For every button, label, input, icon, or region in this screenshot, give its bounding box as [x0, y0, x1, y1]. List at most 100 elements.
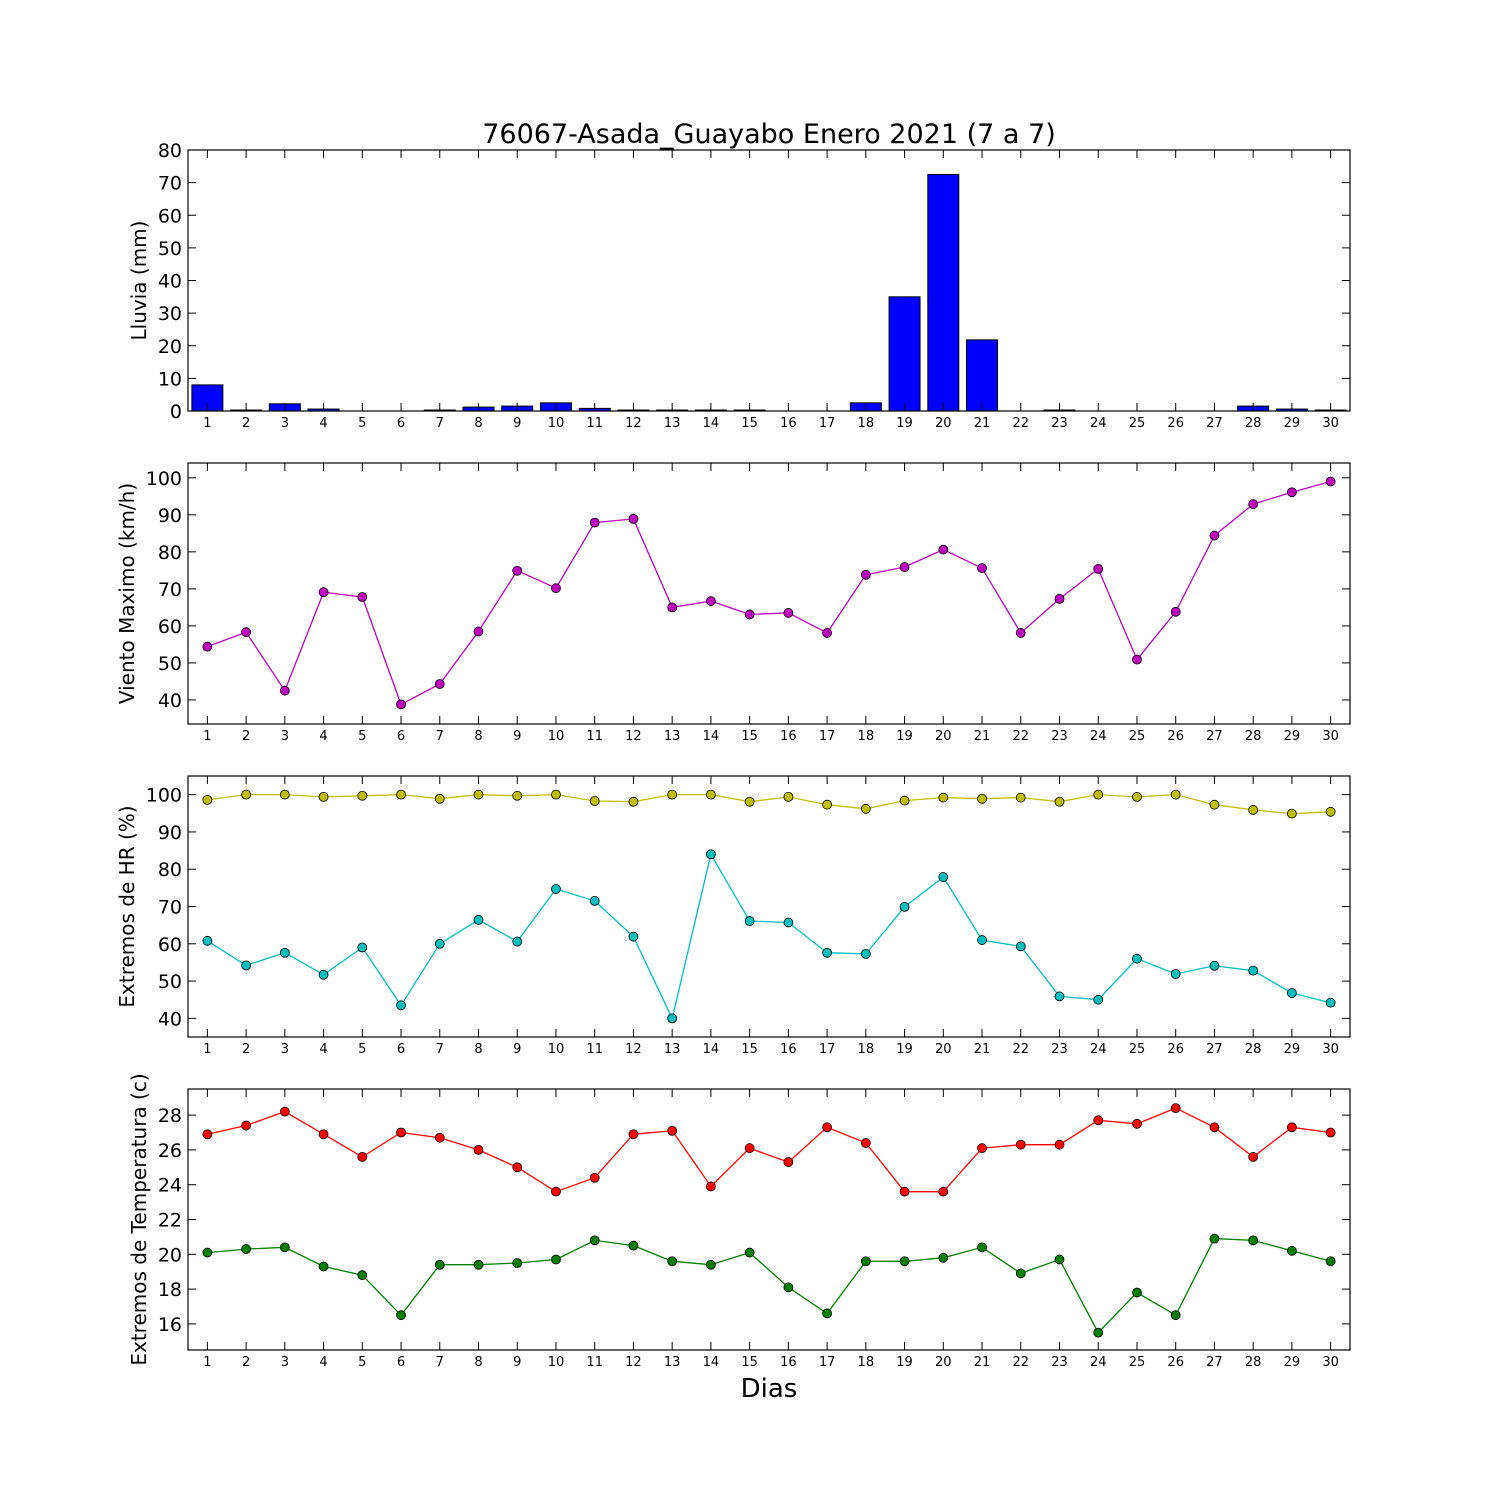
temperature-ytick-label: 22	[158, 1210, 182, 1232]
rain-xtick-label: 3	[281, 416, 289, 431]
temp-min-point-29	[1287, 1245, 1297, 1256]
hr-min-point-1	[202, 935, 213, 946]
wind-xtick-label: 8	[474, 729, 482, 744]
temperature-xtick-label: 22	[1012, 1355, 1029, 1370]
temp-max-point-3	[279, 1106, 290, 1117]
temp-max-point-17	[822, 1122, 832, 1133]
humidity-ytick-label: 40	[158, 1008, 182, 1030]
temp-min-point-28	[1248, 1235, 1259, 1246]
temp-max-point-4	[318, 1129, 329, 1140]
wind-point-12	[628, 514, 639, 524]
temp-min-point-25	[1132, 1287, 1142, 1298]
humidity-xtick-label: 18	[858, 1042, 875, 1057]
temp-max-point-8	[473, 1145, 484, 1155]
hr-min-point-14	[706, 849, 716, 860]
humidity-xtick-label: 1	[203, 1042, 211, 1057]
temp-min-point-3	[279, 1242, 290, 1253]
wind-xtick-label: 10	[548, 729, 565, 744]
temp-min-point-27	[1209, 1233, 1220, 1244]
wind-ytick-label: 40	[158, 690, 182, 712]
temp-min-point-1	[202, 1247, 213, 1258]
temperature-ytick-label: 26	[158, 1140, 182, 1162]
temp-max-point-1	[202, 1129, 213, 1140]
humidity-ytick-label: 70	[158, 897, 182, 919]
humidity-xtick-label: 16	[780, 1042, 797, 1057]
humidity-xtick-label: 6	[397, 1042, 405, 1057]
hr-max-point-24	[1093, 789, 1104, 800]
hr-min-point-4	[318, 969, 329, 980]
humidity-xtick-label: 11	[586, 1042, 603, 1057]
wind-xtick-label: 3	[281, 729, 289, 744]
temp-min-point-14	[706, 1259, 716, 1270]
rain-xtick-label: 2	[242, 416, 250, 431]
wind-point-14	[706, 596, 716, 606]
rain-xtick-label: 6	[397, 416, 405, 431]
hr-max-point-8	[473, 789, 484, 800]
temp-max-point-5	[357, 1151, 368, 1162]
rain-xtick-label: 11	[586, 416, 603, 431]
wind-point-21	[977, 563, 987, 574]
wind-point-7	[434, 679, 445, 689]
wind-point-5	[357, 592, 368, 602]
wind-point-1	[202, 641, 213, 652]
temp-max-point-16	[783, 1157, 794, 1167]
humidity-xtick-label: 12	[625, 1042, 642, 1057]
hr-min-point-20	[938, 872, 949, 882]
temp-max-point-15	[744, 1143, 755, 1154]
hr-min-point-18	[860, 948, 871, 959]
hr-max-point-22	[1015, 792, 1026, 803]
wind-point-28	[1248, 499, 1259, 509]
wind-point-4	[318, 587, 329, 598]
hr-max-point-28	[1248, 805, 1259, 815]
temperature-xtick-label: 21	[974, 1355, 991, 1370]
temp-min-point-7	[434, 1259, 445, 1270]
wind-ytick-label: 60	[158, 616, 182, 638]
hr-max-point-23	[1054, 796, 1065, 807]
hr-min-point-29	[1287, 988, 1297, 998]
temp-min-point-16	[783, 1282, 794, 1293]
humidity-xtick-label: 21	[974, 1042, 991, 1057]
temp-min-point-21	[977, 1242, 987, 1253]
wind-point-23	[1054, 593, 1065, 604]
rain-ytick-label: 60	[158, 205, 182, 227]
temp-min-point-8	[473, 1259, 484, 1270]
temp-max-point-12	[628, 1129, 639, 1140]
wind-xtick-label: 27	[1206, 729, 1223, 744]
rain-xtick-label: 19	[896, 416, 913, 431]
humidity-xtick-label: 9	[513, 1042, 521, 1057]
temperature-panel: Extremos de Temperatura (c) 161820222426…	[127, 1073, 1351, 1370]
temp-max-point-13	[667, 1125, 678, 1136]
hr-min-point-2	[241, 960, 252, 971]
hr-max-line	[207, 793, 1331, 815]
temp-max-point-14	[706, 1181, 716, 1192]
temp-max-point-7	[434, 1132, 445, 1143]
chart-title: 76067-Asada_Guayabo Enero 2021 (7 a 7)	[482, 119, 1055, 150]
temp-max-point-11	[589, 1172, 600, 1183]
hr-min-line	[207, 852, 1331, 1021]
hr-max-point-30	[1325, 806, 1336, 817]
rain-xtick-label: 28	[1245, 416, 1262, 431]
temp-min-point-22	[1015, 1268, 1026, 1279]
temp-min-point-20	[938, 1252, 949, 1263]
temperature-xtick-label: 27	[1206, 1355, 1223, 1370]
temperature-ylabel: Extremos de Temperatura (c)	[127, 1073, 151, 1365]
hr-max-point-11	[589, 796, 600, 806]
hr-max-point-3	[279, 789, 290, 800]
temp-max-point-21	[977, 1143, 987, 1154]
rain-xtick-label: 27	[1206, 416, 1223, 431]
wind-point-20	[938, 544, 949, 555]
wind-xtick-label: 18	[858, 729, 875, 744]
temp-max-point-10	[551, 1186, 561, 1197]
humidity-ylabel: Extremos de HR (%)	[115, 805, 139, 1007]
temperature-ytick-label: 24	[158, 1175, 182, 1197]
temperature-xtick-label: 13	[664, 1355, 681, 1370]
hr-max-point-18	[860, 803, 871, 814]
humidity-xtick-label: 24	[1090, 1042, 1107, 1057]
temp-min-point-13	[667, 1256, 678, 1267]
temp-min-point-23	[1054, 1254, 1065, 1265]
temp-min-point-18	[860, 1256, 871, 1267]
wind-xtick-label: 1	[203, 729, 211, 744]
temperature-xtick-label: 2	[242, 1355, 250, 1370]
rain-xtick-label: 12	[625, 416, 642, 431]
rain-xtick-label: 7	[436, 416, 444, 431]
